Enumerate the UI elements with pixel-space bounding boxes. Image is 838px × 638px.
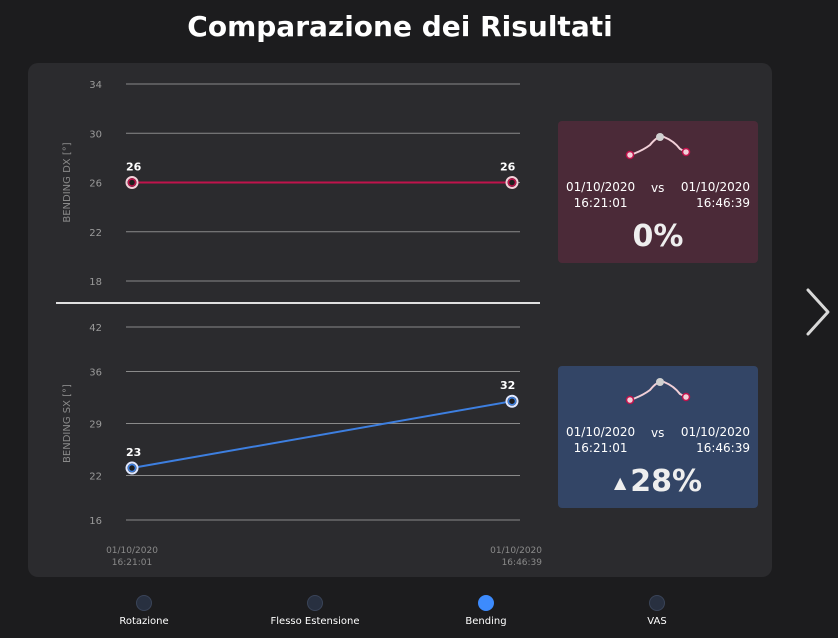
nav-dot: [649, 595, 665, 611]
y-tick-label: 29: [89, 420, 102, 431]
y-tick-label: 34: [89, 80, 102, 91]
nav-item-label: Flesso Estensione: [270, 616, 360, 627]
trend-sparkline-icon: [625, 378, 691, 405]
chevron-right-icon[interactable]: [800, 282, 836, 342]
data-point-ring: [507, 178, 517, 187]
y-tick-label: 22: [89, 471, 102, 482]
card-date-end: 01/10/2020 16:46:39: [680, 425, 750, 455]
nav-item-flesso-estensione[interactable]: Flesso Estensione: [255, 590, 375, 627]
nav-item-rotazione[interactable]: Rotazione: [84, 590, 204, 627]
y-tick-label: 22: [89, 228, 102, 239]
data-label: 32: [500, 379, 515, 392]
page-title: Comparazione dei Risultati: [187, 10, 613, 43]
data-point-ring: [127, 463, 137, 473]
y-tick-label: 16: [89, 516, 102, 527]
y-tick-label: 42: [89, 323, 102, 334]
nav-dot: [307, 595, 323, 611]
nav-dot: [136, 595, 152, 611]
x-tick-label: 01/10/2020: [106, 546, 158, 556]
card-vs-label: vs: [651, 426, 665, 440]
nav-item-bending[interactable]: Bending: [426, 590, 546, 627]
data-point-ring: [127, 178, 137, 187]
trend-sparkline-icon: [625, 133, 691, 160]
card-percent: ▲ 28%: [613, 464, 703, 499]
data-point-ring: [507, 396, 517, 406]
nav-item-label: VAS: [647, 616, 667, 627]
nav-item-vas[interactable]: VAS: [597, 590, 717, 627]
up-arrow-icon: ▲: [613, 473, 627, 492]
comparison-charts: 18 22 26 30 34 BENDING DX [°] 26 26 16 22 29 36 42 BE…: [56, 80, 543, 568]
comparison-card-sx: 01/10/2020 16:21:01 vs 01/10/2020 16:46:39…: [558, 366, 758, 508]
x-tick-label: 01/10/2020: [490, 546, 542, 556]
card-vs-label: vs: [651, 181, 665, 195]
nav-item-label: Bending: [465, 616, 507, 627]
data-label: 26: [500, 161, 516, 174]
series-line: [131, 400, 513, 470]
nav-item-label: Rotazione: [119, 616, 169, 627]
card-date-start: 01/10/2020 16:21:01: [566, 425, 636, 455]
data-label: 26: [126, 161, 142, 174]
data-label: 23: [126, 446, 141, 459]
y-tick-label: 30: [89, 129, 102, 140]
page-indicator: Rotazione Flesso Estensione Bending VAS: [0, 590, 838, 638]
comparison-card-dx: 01/10/2020 16:21:01 vs 01/10/2020 16:46:39…: [558, 121, 758, 263]
y-axis-label: BENDING DX [°]: [62, 142, 73, 222]
x-tick-label: 16:21:01: [112, 558, 152, 568]
card-date-start: 01/10/2020 16:21:01: [566, 180, 636, 210]
y-tick-label: 18: [89, 277, 102, 288]
y-tick-label: 26: [89, 179, 102, 190]
x-tick-label: 16:46:39: [502, 558, 543, 568]
card-date-end: 01/10/2020 16:46:39: [680, 180, 750, 210]
nav-dot: [478, 595, 494, 611]
card-percent: 0%: [632, 219, 684, 254]
y-tick-label: 36: [89, 368, 102, 379]
y-axis-label: BENDING SX [°]: [62, 384, 73, 463]
